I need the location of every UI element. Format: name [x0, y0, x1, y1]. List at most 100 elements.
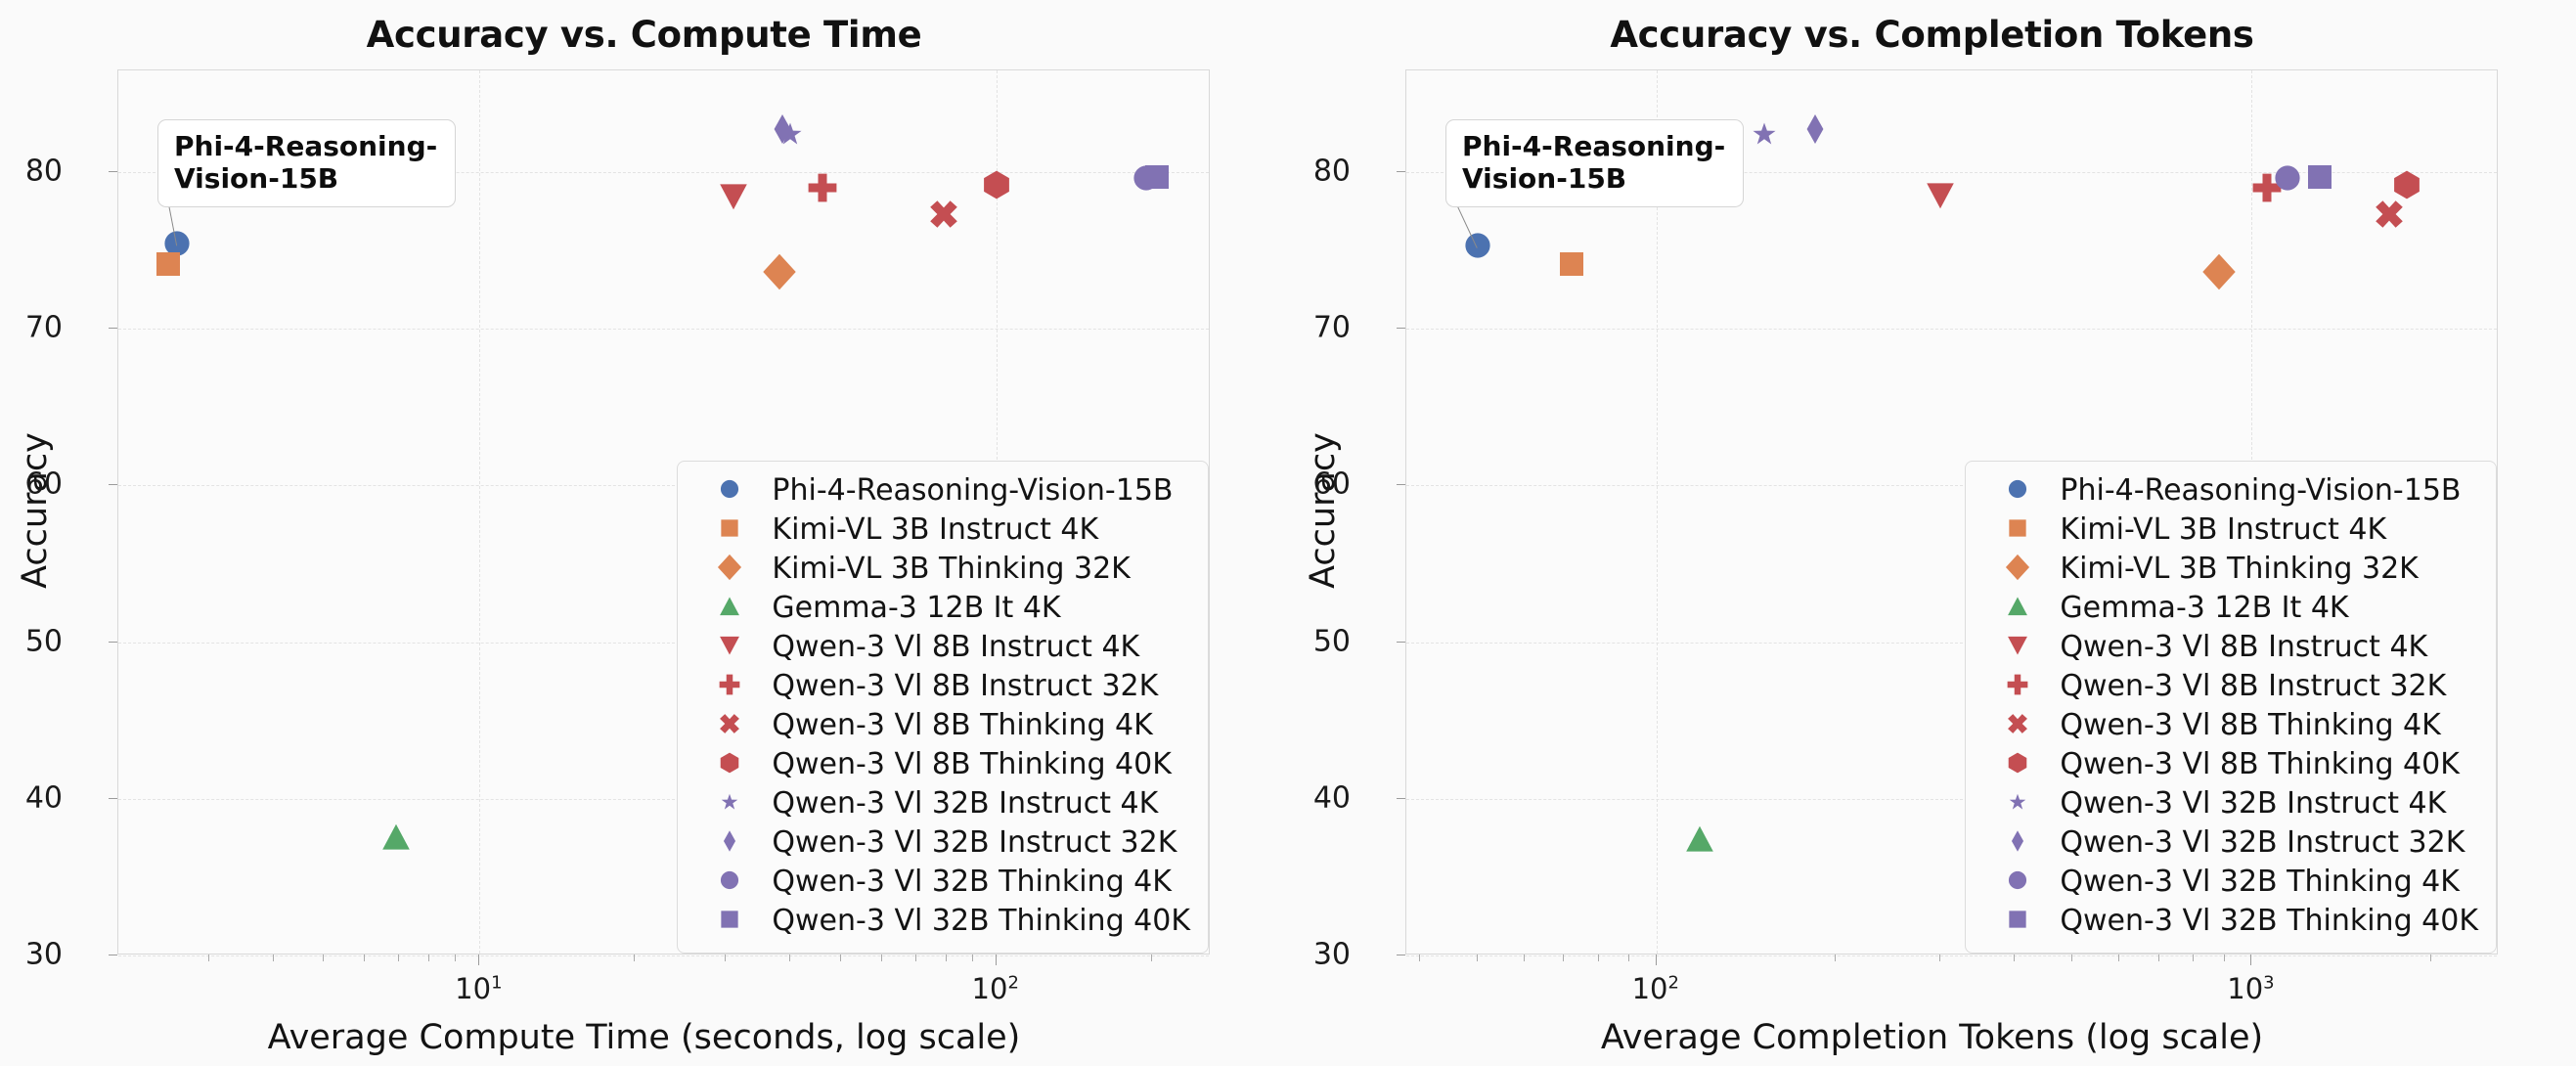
y-axis-tick-mark — [109, 641, 117, 643]
legend-item[interactable]: Kimi-VL 3B Instruct 4K — [688, 511, 1190, 550]
annotation-callout: Phi-4-Reasoning- Vision-15B — [1445, 119, 1744, 208]
data-point-marker — [761, 253, 798, 294]
marker-square-icon — [2008, 909, 2029, 934]
gridline-horizontal — [118, 798, 1209, 800]
legend-item[interactable]: Qwen-3 Vl 8B Thinking 40K — [1976, 745, 2478, 784]
legend-item[interactable]: Qwen-3 Vl 8B Thinking 4K — [688, 706, 1190, 745]
legend-item[interactable]: Qwen-3 Vl 32B Instruct 4K — [688, 784, 1190, 823]
legend-item-label: Qwen-3 Vl 32B Instruct 32K — [772, 825, 1177, 860]
legend-item-label: Gemma-3 12B It 4K — [2060, 591, 2349, 625]
x-axis-minor-tick-mark — [789, 955, 791, 961]
data-point-marker — [2375, 200, 2404, 233]
x-axis-minor-tick-mark — [725, 955, 727, 961]
y-axis-tick-label: 40 — [24, 780, 63, 816]
legend-item[interactable]: Kimi-VL 3B Thinking 32K — [1976, 550, 2478, 589]
legend-item-label: Qwen-3 Vl 32B Thinking 4K — [772, 865, 1172, 899]
legend-item[interactable]: Phi-4-Reasoning-Vision-15B — [1976, 471, 2478, 511]
gridline-vertical — [1656, 70, 1658, 954]
legend-item[interactable]: Qwen-3 Vl 32B Thinking 4K — [1976, 863, 2478, 902]
marker-triangle-down-icon — [720, 635, 741, 660]
gridline-horizontal — [118, 485, 1209, 487]
marker-thin-diamond-icon — [2008, 830, 2029, 856]
x-axis-minor-tick-mark — [323, 955, 325, 961]
legend-item[interactable]: Kimi-VL 3B Instruct 4K — [1976, 511, 2478, 550]
legend-item[interactable]: Gemma-3 12B It 4K — [1976, 589, 2478, 628]
x-axis-minor-tick-mark — [455, 955, 457, 961]
x-axis-tick-mark — [478, 955, 480, 965]
legend-item-label: Kimi-VL 3B Thinking 32K — [772, 552, 1131, 586]
x-axis-minor-tick-mark — [839, 955, 841, 961]
legend-item[interactable]: Qwen-3 Vl 8B Instruct 32K — [1976, 667, 2478, 706]
legend-marker-swatch — [1976, 550, 2060, 589]
marker-hexagon-icon — [720, 752, 741, 777]
x-axis-minor-tick-mark — [1627, 955, 1629, 961]
marker-circle-icon — [720, 478, 741, 504]
legend-item[interactable]: Gemma-3 12B It 4K — [688, 589, 1190, 628]
y-axis-tick-label: 70 — [24, 310, 63, 345]
x-axis-minor-tick-mark — [1597, 955, 1599, 961]
marker-star-icon — [722, 793, 738, 814]
chart-legend: Phi-4-Reasoning-Vision-15B Kimi-VL 3B Ins… — [1965, 461, 2497, 954]
x-axis-tick-mark — [1655, 955, 1657, 965]
legend-item[interactable]: Qwen-3 Vl 32B Thinking 40K — [688, 902, 1190, 941]
data-point-marker — [768, 114, 797, 148]
legend-item[interactable]: Phi-4-Reasoning-Vision-15B — [688, 471, 1190, 511]
x-axis-minor-tick-mark — [2014, 955, 2016, 961]
legend-item-label: Phi-4-Reasoning-Vision-15B — [2060, 473, 2462, 508]
legend-item[interactable]: Qwen-3 Vl 8B Instruct 4K — [688, 628, 1190, 667]
x-axis-minor-tick-mark — [364, 955, 366, 961]
marker-square-icon — [2008, 517, 2029, 543]
data-point-marker — [1685, 824, 1714, 858]
y-axis-label: Accuracy — [1303, 431, 1343, 589]
gridline-vertical — [479, 70, 481, 954]
y-axis-tick-mark — [109, 797, 117, 799]
y-axis-tick-mark — [1397, 484, 1405, 486]
x-axis-tick-label: 102 — [971, 972, 1019, 1005]
y-axis-tick-label: 60 — [1312, 466, 1351, 502]
y-axis-tick-mark — [1397, 797, 1405, 799]
x-axis-minor-tick-mark — [1563, 955, 1565, 961]
x-axis-minor-tick-mark — [428, 955, 430, 961]
marker-diamond-icon — [717, 554, 743, 584]
legend-item[interactable]: Qwen-3 Vl 32B Instruct 32K — [1976, 823, 2478, 863]
x-axis-minor-tick-mark — [880, 955, 882, 961]
legend-item[interactable]: Qwen-3 Vl 8B Thinking 4K — [1976, 706, 2478, 745]
chart-legend: Phi-4-Reasoning-Vision-15B Kimi-VL 3B Ins… — [677, 461, 1209, 954]
data-point-marker — [2305, 162, 2334, 196]
legend-item[interactable]: Kimi-VL 3B Thinking 32K — [688, 550, 1190, 589]
legend-marker-swatch — [1976, 706, 2060, 745]
legend-item[interactable]: Qwen-3 Vl 32B Thinking 4K — [688, 863, 1190, 902]
plot-area-compute-time: Phi-4-Reasoning- Vision-15B Phi-4-Reasoni… — [117, 69, 1210, 956]
legend-item[interactable]: Qwen-3 Vl 8B Thinking 40K — [688, 745, 1190, 784]
legend-item[interactable]: Qwen-3 Vl 32B Thinking 40K — [1976, 902, 2478, 941]
data-point-marker — [1557, 249, 1586, 283]
y-axis-tick-label: 30 — [1312, 937, 1351, 972]
y-axis-tick-label: 50 — [24, 624, 63, 659]
marker-circle-icon — [720, 869, 741, 895]
x-axis-minor-tick-mark — [273, 955, 275, 961]
data-point-marker — [1142, 162, 1172, 196]
data-point-marker — [719, 182, 748, 215]
legend-marker-swatch — [688, 550, 772, 589]
legend-item[interactable]: Qwen-3 Vl 8B Instruct 4K — [1976, 628, 2478, 667]
x-axis-tick-label: 103 — [2227, 972, 2275, 1005]
gridline-horizontal — [1406, 798, 2497, 800]
legend-marker-swatch — [1976, 471, 2060, 511]
legend-marker-swatch — [1976, 863, 2060, 902]
legend-marker-swatch — [1976, 784, 2060, 823]
legend-marker-swatch — [1976, 628, 2060, 667]
legend-item[interactable]: Qwen-3 Vl 8B Instruct 32K — [688, 667, 1190, 706]
legend-item-label: Qwen-3 Vl 8B Thinking 40K — [772, 747, 1172, 781]
y-axis-tick-mark — [109, 171, 117, 173]
gridline-horizontal — [118, 329, 1209, 331]
x-axis-minor-tick-mark — [1150, 955, 1152, 961]
x-axis-minor-tick-mark — [2193, 955, 2195, 961]
legend-item[interactable]: Qwen-3 Vl 32B Instruct 4K — [1976, 784, 2478, 823]
y-axis-label: Accuracy — [15, 431, 55, 589]
marker-plus-icon — [2008, 674, 2029, 699]
x-axis-minor-tick-mark — [971, 955, 973, 961]
legend-item[interactable]: Qwen-3 Vl 32B Instruct 32K — [688, 823, 1190, 863]
legend-marker-swatch — [688, 902, 772, 941]
gridline-horizontal — [1406, 642, 2497, 644]
y-axis-tick-label: 40 — [1312, 780, 1351, 816]
